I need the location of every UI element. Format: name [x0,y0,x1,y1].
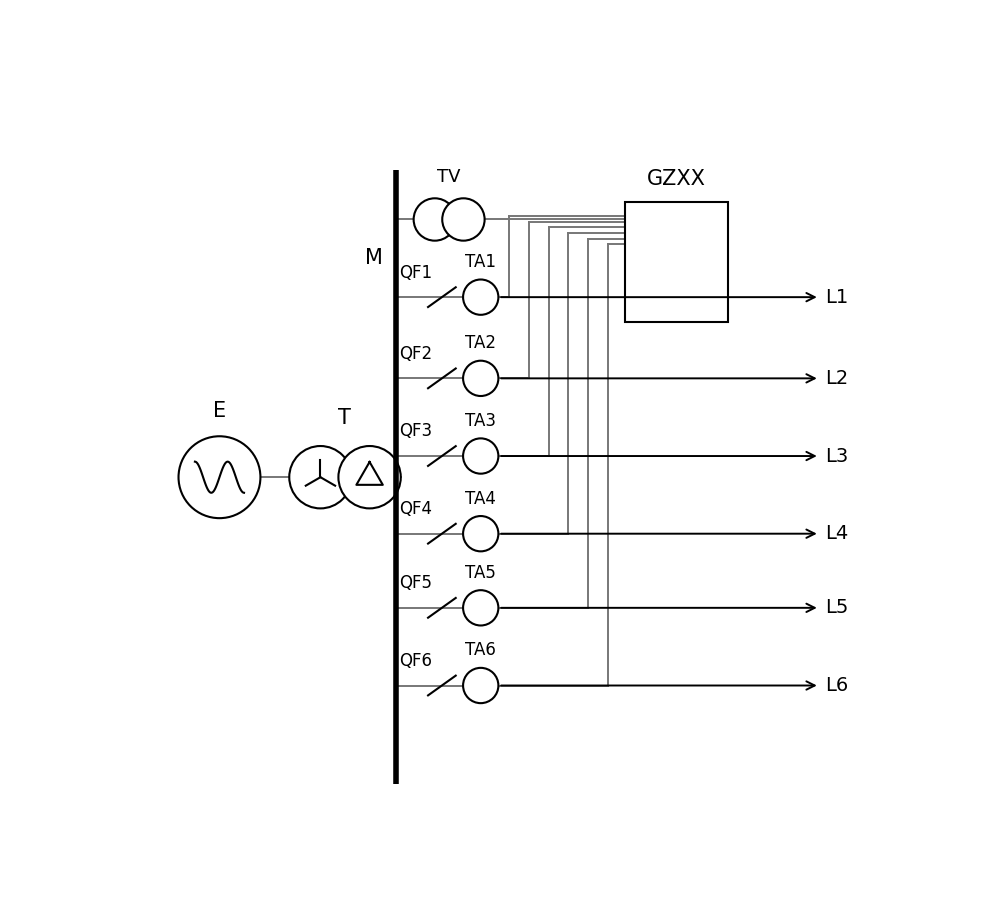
Text: TV: TV [437,168,461,185]
Text: QF5: QF5 [400,574,433,592]
Text: TA4: TA4 [465,490,496,508]
Text: L5: L5 [825,598,849,617]
Text: QF6: QF6 [400,652,433,670]
Text: E: E [213,401,226,421]
Text: L1: L1 [825,288,849,306]
Circle shape [463,516,498,551]
Bar [625,202,728,322]
Circle shape [414,198,456,240]
Text: L2: L2 [825,369,849,388]
Circle shape [179,436,260,518]
Text: TA1: TA1 [465,253,496,271]
Text: L4: L4 [825,525,849,543]
Text: QF3: QF3 [400,423,433,440]
Text: T: T [338,408,351,427]
Circle shape [338,446,401,508]
Circle shape [442,198,485,240]
Text: TA2: TA2 [465,334,496,352]
Text: QF2: QF2 [400,345,433,363]
Circle shape [463,591,498,625]
Circle shape [463,280,498,315]
Text: QF1: QF1 [400,263,433,282]
Text: L3: L3 [825,447,849,466]
Text: TA3: TA3 [465,412,496,430]
Text: TA5: TA5 [465,564,496,581]
Text: GZXX: GZXX [647,169,706,189]
Circle shape [463,668,498,703]
Text: QF4: QF4 [400,500,433,518]
Circle shape [289,446,352,508]
Circle shape [463,360,498,396]
Circle shape [463,438,498,474]
Text: M: M [365,249,383,269]
Text: TA6: TA6 [465,641,496,659]
Text: L6: L6 [825,676,849,695]
